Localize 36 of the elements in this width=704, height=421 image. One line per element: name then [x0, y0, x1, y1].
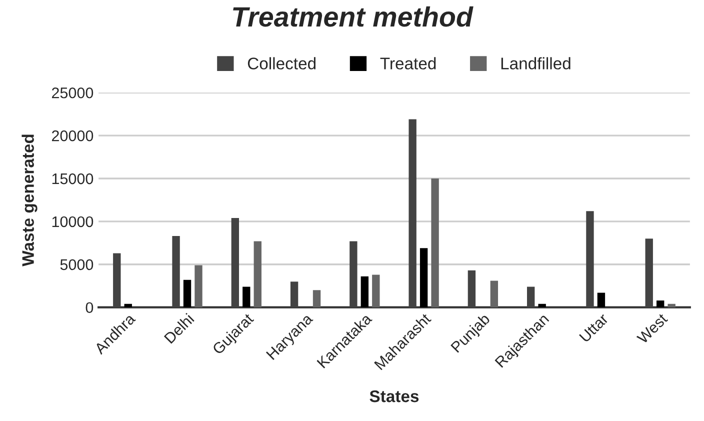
y-tick-label: 0: [86, 302, 94, 314]
y-tick-label: 15000: [52, 173, 94, 184]
bar: [231, 218, 240, 308]
bar: [420, 248, 428, 308]
bar: [113, 253, 121, 308]
y-tick-label: 10000: [52, 216, 94, 228]
bar: [290, 282, 298, 308]
bar: [668, 304, 676, 308]
bar: [254, 241, 262, 308]
bar: [586, 211, 594, 308]
x-axis-title: States: [370, 390, 419, 402]
bar: [242, 286, 250, 308]
bar: [372, 274, 380, 308]
bar: [645, 238, 653, 308]
bar: [360, 276, 369, 308]
bar: [312, 290, 321, 308]
y-tick-label: 20000: [52, 130, 94, 142]
bar: [194, 265, 202, 308]
y-tick-label: 5000: [60, 259, 94, 270]
bar: [656, 300, 664, 308]
legend-label: Collected: [248, 57, 316, 70]
bar: [490, 280, 498, 308]
bar: [183, 280, 192, 308]
legend-label: Landfilled: [501, 57, 570, 70]
y-axis-title: Waste generated: [22, 134, 38, 266]
bar: [350, 241, 358, 308]
bar: [172, 236, 180, 308]
bar: [538, 304, 546, 308]
bar: [408, 119, 416, 308]
chart-title: Treatment method: [233, 6, 474, 27]
bar: [527, 286, 535, 308]
bar: [431, 178, 439, 308]
y-tick-label: 25000: [52, 87, 94, 98]
legend-label: Treated: [380, 57, 436, 70]
bar: [597, 292, 606, 308]
bar: [468, 270, 476, 308]
